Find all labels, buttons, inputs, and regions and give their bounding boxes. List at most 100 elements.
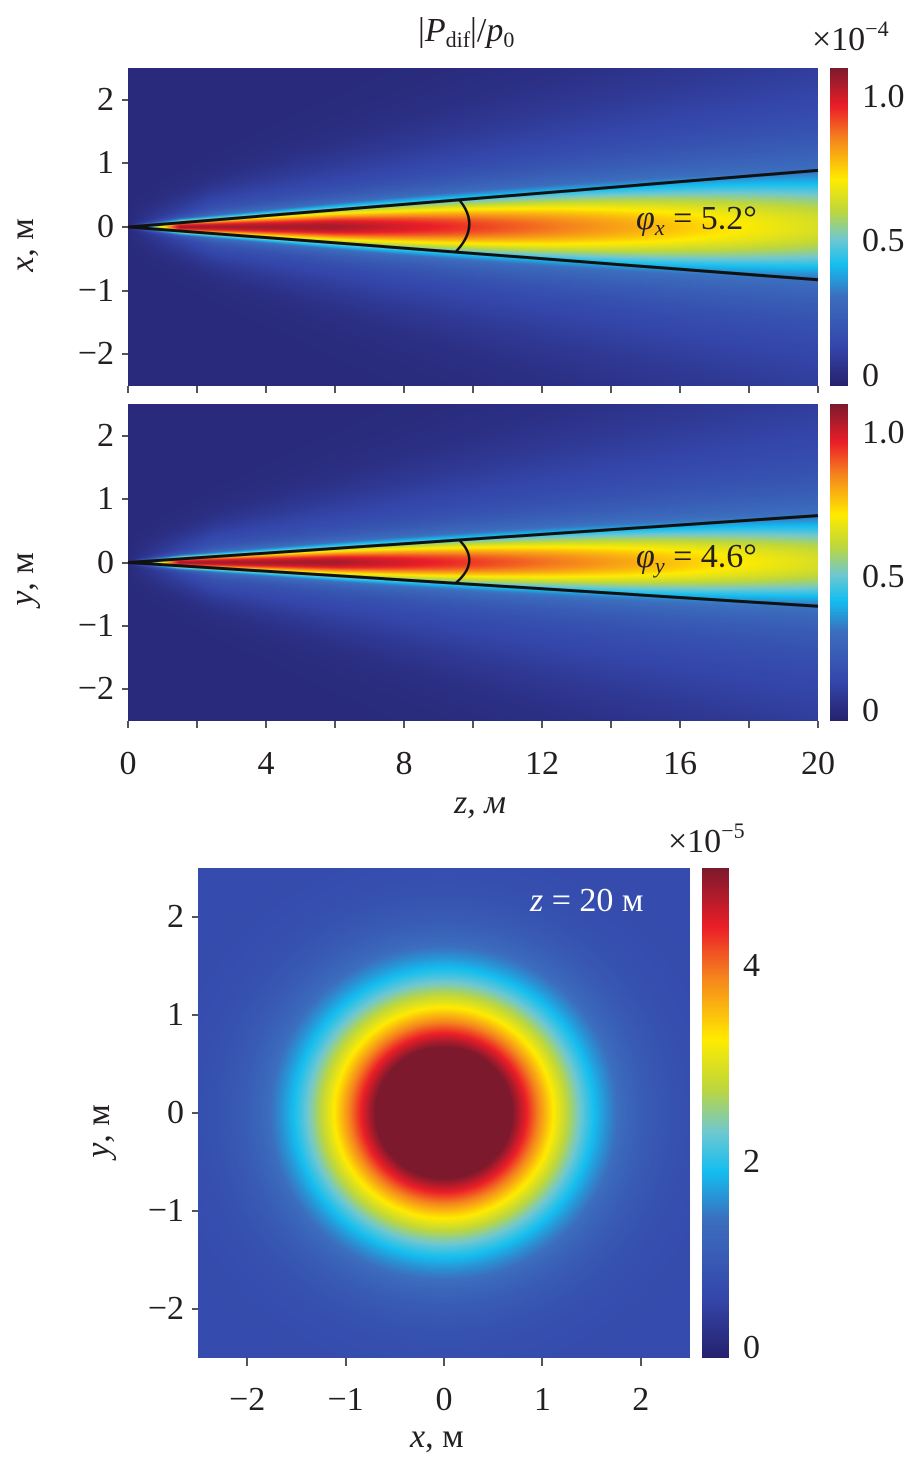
y-tick [122, 98, 128, 101]
x-tick [541, 721, 543, 728]
heatmap-xz [128, 68, 818, 386]
x-tick-label: 4 [257, 745, 275, 782]
y-axis-label-yz: y, м [3, 552, 41, 606]
y-tick-label: −1 [77, 606, 114, 644]
x-tick-label: 8 [395, 745, 413, 782]
x-tick [344, 1358, 347, 1366]
x-tick [748, 721, 750, 728]
y-tick-label: 2 [97, 416, 114, 454]
x-tick-label: 2 [632, 1381, 650, 1418]
angle-arc [454, 539, 471, 585]
beam-upper-line [127, 514, 819, 564]
y-tick [122, 353, 128, 356]
y-tick [192, 1308, 198, 1310]
colorbar-yz [830, 404, 848, 721]
x-tick-label: 1 [533, 1381, 551, 1418]
colorbar-tick-label: 2 [743, 1143, 760, 1180]
y-tick-label: 1 [97, 144, 114, 182]
x-tick [472, 721, 474, 728]
y-tick [122, 561, 128, 564]
y-tick [122, 688, 128, 691]
angle-annotation-x: φx = 5.2° [636, 200, 757, 240]
beam-lines-yz [127, 514, 819, 608]
y-tick [122, 289, 128, 292]
y-tick-label: 2 [97, 80, 114, 118]
x-tick [403, 721, 405, 728]
y-tick [122, 624, 128, 627]
x-tick [817, 721, 819, 728]
z-annotation: z = 20 м [530, 882, 644, 919]
x-tick [196, 386, 198, 393]
x-tick [817, 386, 819, 393]
heatmap-yz [128, 404, 818, 721]
y-tick-label: 1 [167, 996, 184, 1033]
y-tick-label: −1 [147, 1192, 184, 1229]
x-tick-label: −1 [327, 1381, 364, 1418]
x-tick [127, 721, 129, 728]
y-tick-label: 1 [97, 480, 114, 518]
y-tick-label: −2 [77, 335, 114, 373]
x-tick-label: 20 [801, 745, 835, 782]
y-tick-label: 2 [167, 898, 184, 935]
y-tick-label: 0 [97, 208, 114, 245]
beam-lower-line [127, 561, 819, 608]
x-tick [472, 386, 474, 393]
x-tick [265, 721, 267, 728]
x-tick-label: −2 [229, 1381, 266, 1418]
colorbar-scale-xz: ×10−4 [812, 16, 889, 58]
colorbar-tick-label: 4 [743, 947, 760, 984]
colorbar-xz [830, 68, 848, 386]
y-tick-label: −2 [147, 1290, 184, 1327]
x-tick-label: 16 [663, 745, 697, 782]
x-tick [127, 386, 129, 393]
x-tick [334, 386, 336, 393]
x-tick-label: 12 [525, 745, 559, 782]
colorbar-tick-label: 1.0 [862, 413, 905, 451]
x-tick [403, 386, 405, 393]
y-tick [122, 162, 128, 165]
y-axis-label-xz: x, м [3, 218, 41, 272]
x-axis-label-xy: x, м [410, 1418, 464, 1455]
beam-upper-line [127, 168, 819, 229]
x-tick [443, 1358, 445, 1366]
x-tick [679, 386, 681, 393]
x-tick [196, 721, 198, 728]
x-tick [610, 721, 612, 728]
y-tick [122, 434, 128, 437]
colorbar-scale-xy: ×10−5 [668, 818, 745, 860]
angle-annotation-y: φy = 4.6° [636, 538, 757, 578]
y-tick [122, 226, 128, 228]
y-tick [192, 1210, 198, 1212]
beam-lower-line [127, 225, 819, 282]
colorbar-xy [702, 868, 729, 1358]
y-tick-label: 0 [97, 543, 114, 581]
colorbar-tick-label: 0.5 [862, 557, 905, 595]
colorbar-tick-label: 0 [862, 357, 879, 394]
x-tick [265, 386, 267, 393]
angle-arc [454, 199, 471, 254]
y-tick-label: −2 [77, 670, 114, 708]
y-tick-label: 0 [167, 1094, 184, 1131]
colorbar-tick-label: 0 [862, 692, 879, 729]
x-tick-label: 0 [119, 745, 137, 782]
x-tick [541, 386, 543, 393]
x-tick [639, 1358, 642, 1366]
x-tick [246, 1358, 249, 1366]
x-tick [334, 721, 336, 728]
x-tick [541, 1358, 544, 1366]
x-axis-label-z: z, м [454, 784, 506, 821]
colorbar-tick-label: 1.0 [862, 77, 905, 115]
colorbar-tick-label: 0.5 [862, 222, 905, 260]
y-tick [192, 1014, 198, 1016]
y-axis-label-xy: y, м [79, 1104, 117, 1158]
x-tick [679, 721, 681, 728]
heatmap-xy [198, 868, 690, 1358]
figure-title: |Pdif|/p0 [418, 12, 515, 52]
x-tick [610, 386, 612, 393]
y-tick [192, 1112, 198, 1114]
y-tick [122, 498, 128, 501]
colorbar-tick-label: 0 [743, 1329, 760, 1366]
x-tick [748, 386, 750, 393]
y-tick [192, 916, 198, 918]
